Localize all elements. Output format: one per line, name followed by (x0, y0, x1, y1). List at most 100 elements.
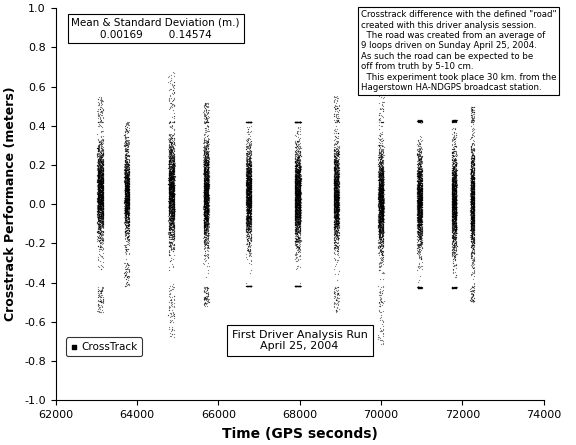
Point (246, 283, 255, 290)
Point (203, 109, 213, 117)
Point (332, 197, 341, 204)
Point (450, 209, 460, 216)
Point (291, 118, 301, 125)
Point (242, 182, 251, 189)
Point (290, 179, 300, 186)
Point (120, 196, 130, 203)
Point (121, 133, 130, 140)
Point (378, 222, 387, 230)
Point (377, 170, 386, 177)
Point (165, 208, 175, 215)
Point (417, 199, 426, 206)
Point (293, 201, 302, 208)
Point (374, 198, 383, 206)
Point (293, 177, 302, 184)
Point (331, 174, 340, 181)
Point (242, 188, 252, 195)
Point (467, 213, 476, 220)
Point (333, 160, 342, 167)
Point (467, 200, 476, 207)
Point (169, 186, 178, 194)
Point (93, 210, 102, 217)
Point (469, 189, 478, 196)
Point (467, 178, 476, 186)
Point (94, 210, 103, 217)
Point (95, 176, 104, 183)
Point (203, 203, 212, 210)
Point (330, 216, 339, 223)
Point (449, 206, 458, 214)
Point (334, 177, 343, 184)
Point (448, 210, 457, 218)
Point (414, 147, 423, 154)
Point (168, 154, 177, 161)
Point (168, 152, 177, 159)
Point (331, 211, 340, 218)
Point (374, 177, 384, 184)
Point (200, 160, 209, 167)
Point (469, 183, 479, 190)
Point (379, 167, 388, 174)
Point (294, 233, 303, 240)
Point (378, 208, 387, 215)
Point (469, 186, 479, 193)
Point (203, 193, 212, 200)
Point (378, 227, 388, 235)
Point (334, 197, 343, 204)
Point (295, 212, 305, 219)
Point (378, 182, 387, 189)
Point (332, 226, 342, 233)
Point (332, 203, 342, 210)
Point (376, 192, 385, 199)
Point (376, 172, 385, 179)
Point (329, 179, 338, 186)
Point (95, 155, 104, 162)
Point (293, 186, 302, 194)
Point (467, 194, 476, 201)
Point (448, 220, 457, 227)
Point (168, 147, 177, 154)
Point (200, 178, 210, 186)
Point (98, 192, 108, 199)
Point (451, 183, 460, 190)
Point (451, 264, 460, 271)
Point (467, 185, 476, 192)
Point (199, 161, 209, 168)
Point (203, 135, 213, 142)
Point (451, 191, 460, 198)
Point (244, 170, 253, 177)
Point (449, 233, 458, 240)
Point (452, 202, 461, 209)
Point (242, 237, 251, 244)
Point (414, 210, 423, 217)
Point (377, 168, 386, 175)
Point (165, 206, 175, 213)
Point (295, 279, 304, 286)
Point (201, 213, 210, 220)
Point (414, 217, 423, 224)
Point (123, 196, 132, 203)
Point (378, 199, 388, 206)
Point (415, 202, 425, 209)
Point (243, 185, 252, 192)
Point (98, 166, 108, 173)
Point (415, 196, 425, 203)
Point (451, 193, 460, 200)
Point (202, 110, 211, 117)
Point (124, 177, 133, 184)
Point (165, 177, 174, 184)
Point (468, 268, 477, 275)
Point (203, 212, 213, 219)
Point (293, 190, 302, 198)
Point (122, 173, 131, 180)
Point (95, 152, 104, 159)
Point (165, 145, 175, 152)
Point (165, 183, 174, 190)
Point (376, 182, 385, 189)
Point (467, 180, 476, 187)
Point (242, 180, 251, 187)
Point (449, 194, 458, 202)
Point (467, 158, 476, 165)
Point (449, 184, 458, 191)
Point (329, 185, 338, 192)
